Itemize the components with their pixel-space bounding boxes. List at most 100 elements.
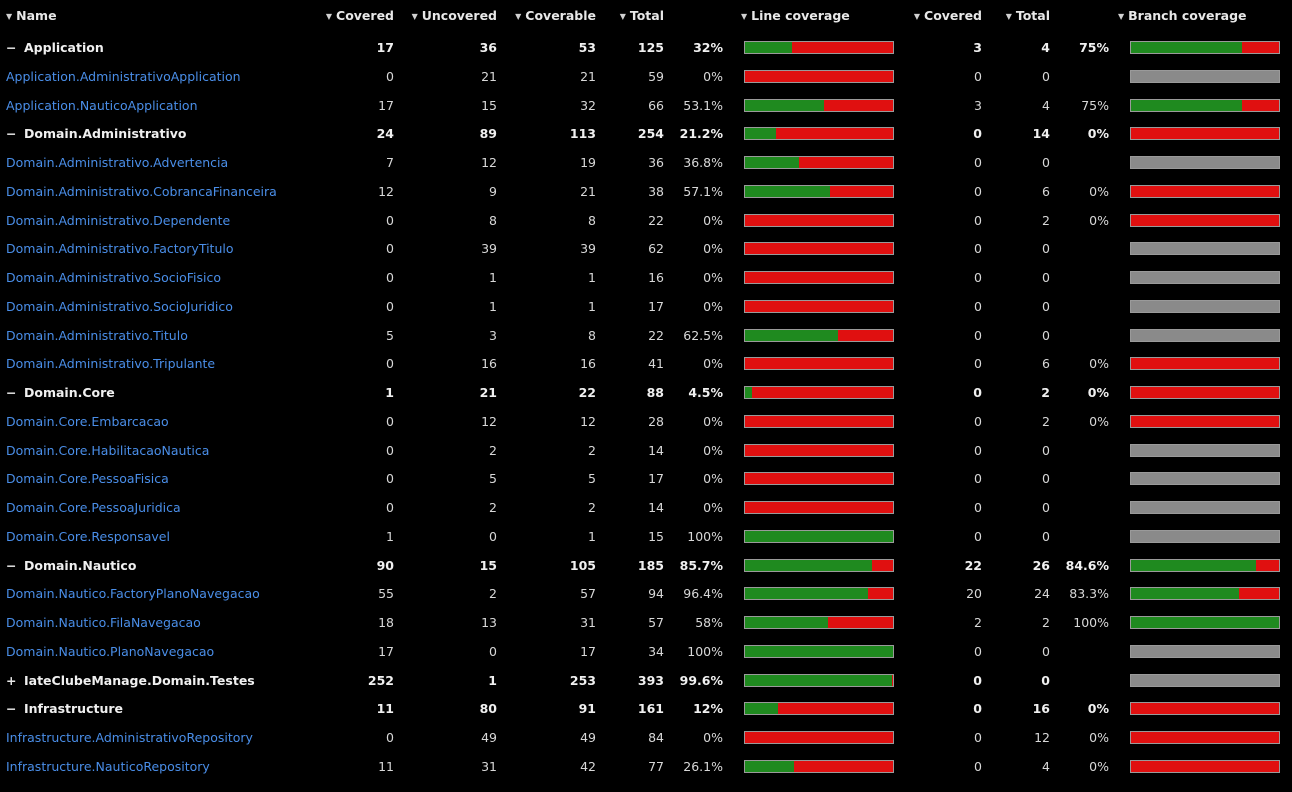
coverable-cell: 105 [569,557,596,573]
covered-cell: 0 [386,298,394,314]
bar-not-applicable [1131,645,1279,657]
line-coverage-percent: 100% [687,643,723,659]
total-cell: 34 [648,643,664,659]
branch-coverage-bar [1130,127,1280,141]
class-name-link[interactable]: Domain.Administrativo.CobrancaFinanceira [6,183,277,199]
column-header-line-coverage[interactable]: ▼ Line coverage [741,8,850,24]
sort-down-icon[interactable]: ▼ [6,12,13,21]
branch-covered-cell: 0 [974,68,982,84]
sort-down-icon[interactable]: ▼ [515,12,522,21]
branch-coverage-percent: 0% [1089,212,1109,228]
column-header-branch-coverage[interactable]: ▼ Branch coverage [1118,8,1247,24]
uncovered-cell: 1 [489,298,497,314]
branch-covered-cell: 0 [974,643,982,659]
name-cell: Domain.Administrativo.Titulo [6,328,188,343]
class-name-link[interactable]: Domain.Administrativo.SocioJuridico [6,298,233,314]
column-header-covered[interactable]: ▼ Covered [326,8,394,24]
branch-total-cell: 0 [1042,327,1050,343]
line-coverage-bar [744,156,894,169]
coverable-cell: 17 [580,643,596,659]
line-coverage-percent: 0% [703,298,723,314]
line-coverage-percent: 0% [703,413,723,429]
class-name-link[interactable]: Domain.Administrativo.Titulo [6,327,188,343]
column-header-branch-total[interactable]: ▼ Total [1006,8,1050,24]
bar-uncovered-segment [1239,588,1279,600]
sort-down-icon[interactable]: ▼ [741,12,748,21]
column-header-uncovered[interactable]: ▼ Uncovered [412,8,497,24]
bar-uncovered-segment [1131,128,1279,140]
class-name-link[interactable]: Domain.Core.PessoaJuridica [6,500,181,515]
covered-cell: 0 [386,212,394,228]
class-name-link[interactable]: Domain.Administrativo.SocioFisico [6,270,222,285]
uncovered-cell: 15 [481,97,497,113]
sort-down-icon[interactable]: ▼ [619,12,626,21]
total-cell: 22 [648,327,664,343]
bar-not-applicable [1131,329,1279,341]
branch-covered-cell: 2 [974,615,982,630]
coverable-cell: 22 [578,385,596,400]
branch-total-cell: 2 [1041,385,1050,400]
bar-uncovered-segment [1242,99,1279,111]
class-name-link[interactable]: Domain.Administrativo.Advertencia [6,155,229,170]
collapse-icon[interactable]: − [6,701,17,717]
total-cell: 393 [637,672,664,688]
sort-down-icon[interactable]: ▼ [411,12,418,21]
branch-covered-cell: 0 [974,500,982,515]
line-coverage-bar [744,443,894,457]
bar-not-applicable [1131,530,1279,542]
class-name-link[interactable]: Domain.Nautico.FactoryPlanoNavegacao [6,586,260,602]
collapse-icon[interactable]: − [6,557,17,573]
branch-total-cell: 0 [1042,68,1050,84]
class-name-link[interactable]: Domain.Core.PessoaFisica [6,471,169,487]
assembly-row: − Domain.Nautico 90 15 105 185 85.7% 22 26 84.6% [0,549,1292,577]
total-cell: 22 [648,212,664,228]
sort-down-icon[interactable]: ▼ [1005,12,1012,21]
bar-not-applicable [1131,243,1279,255]
class-name-link[interactable]: Domain.Core.Responsavel [6,528,170,544]
name-cell: Domain.Core.Responsavel [6,529,170,544]
covered-cell: 11 [378,758,394,774]
class-name-link[interactable]: Domain.Nautico.PlanoNavegacao [6,643,215,659]
branch-covered-cell: 0 [973,701,982,717]
sort-down-icon[interactable]: ▼ [325,12,333,21]
class-name-link[interactable]: Domain.Administrativo.FactoryTitulo [6,241,234,257]
bar-covered-segment [745,42,793,53]
sort-down-icon[interactable]: ▼ [1118,12,1125,21]
branch-covered-cell: 0 [973,126,982,142]
assembly-name: Application [24,40,104,55]
class-row: Domain.Administrativo.Tripulante 0 16 16 41 0… [0,347,1292,375]
line-coverage-percent: 85.7% [679,557,723,573]
line-coverage-bar [744,702,894,716]
class-name-link[interactable]: Infrastructure.AdministrativoRepository [6,730,253,745]
class-name-link[interactable]: Domain.Administrativo.Dependente [6,212,231,228]
name-cell: Domain.Administrativo.Advertencia [6,155,228,170]
line-coverage-bar [744,386,894,399]
name-cell: − Infrastructure [6,701,123,716]
uncovered-cell: 2 [489,442,497,458]
branch-total-cell: 6 [1042,356,1050,372]
class-name-link[interactable]: Domain.Core.Embarcacao [6,413,169,429]
branch-coverage-bar [1130,558,1280,572]
bar-covered-segment [745,559,872,571]
class-name-link[interactable]: Application.AdministrativoApplication [6,68,241,84]
branch-coverage-bar [1130,156,1280,169]
coverable-cell: 57 [580,586,596,602]
branch-total-cell: 4 [1042,97,1050,113]
class-name-link[interactable]: Domain.Core.HabilitacaoNautica [6,442,210,458]
class-name-link[interactable]: Infrastructure.NauticoRepository [6,758,210,774]
collapse-icon[interactable]: − [6,126,17,142]
class-name-link[interactable]: Domain.Administrativo.Tripulante [6,356,216,372]
column-header-branch-covered[interactable]: ▼ Covered [914,8,982,24]
sort-down-icon[interactable]: ▼ [913,12,921,21]
collapse-icon[interactable]: − [6,385,17,400]
column-header-total[interactable]: ▼ Total [620,8,664,24]
branch-coverage-percent: 0% [1087,701,1109,717]
column-header-coverable[interactable]: ▼ Coverable [515,8,596,24]
expand-icon[interactable]: + [6,672,17,688]
bar-uncovered-segment [745,415,893,427]
collapse-icon[interactable]: − [6,40,17,55]
class-name-link[interactable]: Application.NauticoApplication [6,97,198,113]
bar-uncovered-segment [799,157,893,168]
column-header-name[interactable]: ▼ Name [6,8,57,24]
class-name-link[interactable]: Domain.Nautico.FilaNavegacao [6,615,201,630]
